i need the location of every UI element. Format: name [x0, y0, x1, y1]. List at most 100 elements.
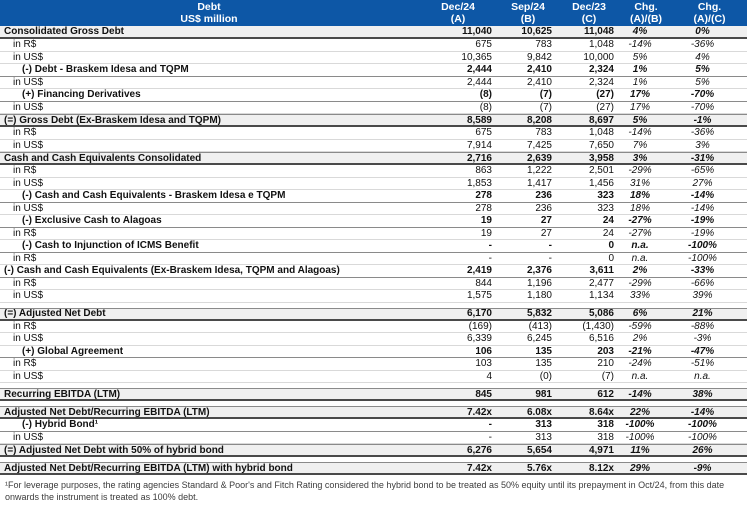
- change-a-c: -3%: [693, 333, 712, 345]
- row-label: in US$: [13, 431, 44, 443]
- row-label: in US$: [13, 139, 44, 151]
- change-a-b: 18%: [629, 202, 650, 214]
- value-sep24: 5.76x: [526, 463, 552, 473]
- value-sep24: (413): [528, 320, 552, 332]
- row-label: in US$: [13, 51, 44, 63]
- value-sep24: 1,417: [526, 177, 552, 189]
- value-dec24: 278: [475, 202, 492, 214]
- table-row: in US$ 10,365 9,842 10,000 5% 4%: [0, 51, 747, 64]
- value-sep24: 1,222: [526, 165, 552, 177]
- value-dec24: 11,040: [461, 26, 492, 37]
- value-sep24: 9,842: [526, 51, 552, 63]
- value-dec24: 7.42x: [466, 407, 492, 417]
- change-a-b: -14%: [628, 389, 652, 399]
- row-label: in R$: [13, 127, 37, 139]
- value-sep24: 981: [535, 389, 552, 399]
- value-sep24: (7): [539, 89, 552, 101]
- table-title-cell: Debt US$ million: [0, 0, 418, 26]
- change-a-c: 0%: [695, 26, 710, 37]
- value-dec23: 8,697: [588, 115, 614, 125]
- change-a-b: 7%: [632, 139, 648, 151]
- value-sep24: 10,625: [521, 26, 552, 37]
- value-sep24: 2,376: [526, 265, 552, 277]
- table-header-row: Debt US$ million Dec/24 (A) Sep/24 (B) Dec/2…: [0, 0, 747, 26]
- value-dec24: 6,339: [466, 333, 492, 345]
- table-row: (-) Cash and Cash Equivalents (Ex-Braske…: [0, 265, 747, 278]
- change-a-b: -21%: [628, 345, 652, 357]
- change-a-b: 1%: [632, 76, 648, 88]
- row-label: in R$: [13, 320, 37, 332]
- value-sep24: 783: [535, 39, 552, 51]
- column-header-line1: Sep/24: [511, 1, 545, 13]
- change-a-b: 2%: [632, 333, 648, 345]
- value-dec24: 19: [480, 215, 492, 227]
- change-a-c: -65%: [690, 165, 715, 177]
- value-sep24: 27: [540, 227, 552, 239]
- value-dec24: 675: [475, 39, 492, 51]
- column-header-chg--ac: Chg. (A)/(C): [672, 0, 747, 26]
- column-header-line1: Chg.: [634, 1, 658, 13]
- row-label: in US$: [13, 202, 44, 214]
- row-label: (=) Gross Debt (Ex-Braskem Idesa and TQP…: [4, 115, 222, 125]
- value-dec24: 675: [475, 127, 492, 139]
- change-a-b: 4%: [632, 26, 648, 37]
- change-a-b: -14%: [628, 127, 652, 139]
- value-dec23: 323: [597, 190, 614, 202]
- row-label: (+) Financing Derivatives: [22, 89, 141, 101]
- footnote: ¹For leverage purposes, the rating agenc…: [5, 480, 725, 502]
- change-a-c: -100%: [688, 240, 717, 252]
- row-label: Adjusted Net Debt/Recurring EBITDA (LTM): [4, 407, 210, 417]
- value-dec23: (27): [596, 89, 614, 101]
- value-sep24: 7,425: [526, 139, 552, 151]
- row-label: in R$: [13, 165, 37, 177]
- table-row: in US$ 6,339 6,245 6,516 2% -3%: [0, 333, 747, 346]
- value-dec24: -: [488, 419, 492, 431]
- change-a-b: 17%: [629, 89, 650, 101]
- change-a-b: 5%: [632, 115, 648, 125]
- value-dec24: (8): [479, 101, 492, 113]
- value-sep24: 135: [535, 358, 552, 370]
- change-a-b: -27%: [628, 227, 652, 239]
- change-a-b: 29%: [629, 463, 650, 473]
- table-row: (+) Global Agreement 106 135 203 -21% -47%: [0, 345, 747, 358]
- change-a-b: -100%: [625, 431, 655, 443]
- row-spacer: [0, 401, 747, 406]
- change-a-b: 31%: [629, 177, 650, 189]
- column-header-sep-24-b: Sep/24 (B): [498, 0, 558, 26]
- value-dec23: 612: [597, 389, 614, 399]
- table-row: (+) Financing Derivatives (8) (7) (27) 17% -7…: [0, 89, 747, 102]
- change-a-b: -14%: [628, 39, 652, 51]
- value-dec23: 3,611: [589, 265, 614, 277]
- change-a-b: -24%: [628, 358, 652, 370]
- change-a-c: -100%: [688, 431, 717, 443]
- change-a-c: 3%: [695, 139, 710, 151]
- value-dec24: -: [488, 431, 492, 443]
- value-sep24: 2,410: [526, 76, 552, 88]
- row-label: (-) Cash to Injunction of ICMS Benefit: [22, 240, 199, 252]
- value-dec24: 863: [475, 165, 492, 177]
- change-a-c: -19%: [690, 215, 715, 227]
- value-dec23: 24: [602, 227, 614, 239]
- value-dec24: 4: [486, 370, 492, 382]
- value-dec23: 203: [597, 345, 614, 357]
- change-a-b: n.a.: [631, 240, 649, 252]
- row-label: (+) Global Agreement: [22, 345, 124, 357]
- value-dec24: 2,716: [466, 153, 492, 163]
- change-a-c: 39%: [692, 290, 713, 302]
- row-spacer: [0, 383, 747, 388]
- value-sep24: (0): [539, 370, 552, 382]
- row-label: (-) Exclusive Cash to Alagoas: [22, 215, 162, 227]
- change-a-b: -29%: [628, 277, 652, 289]
- value-dec23: 11,048: [583, 26, 614, 37]
- value-sep24: 236: [535, 190, 552, 202]
- table-row: (-) Cash to Injunction of ICMS Benefit - -…: [0, 240, 747, 253]
- value-dec23: 318: [597, 419, 614, 431]
- value-dec23: 210: [597, 358, 614, 370]
- row-spacer: [0, 302, 747, 308]
- change-a-c: -70%: [690, 101, 715, 113]
- value-dec23: 0: [608, 240, 614, 252]
- column-header-dec-23-c: Dec/23 (C): [558, 0, 620, 26]
- value-dec24: 844: [475, 277, 492, 289]
- value-sep24: 135: [535, 345, 552, 357]
